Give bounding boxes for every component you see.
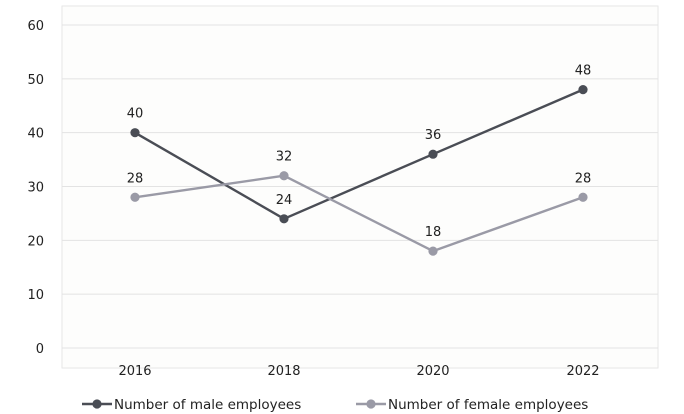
legend-item: Number of female employees [356,397,588,413]
y-tick-label: 40 [27,127,44,142]
data-point [279,171,289,181]
series-line [134,88,584,221]
legend-label: Number of male employees [114,397,301,413]
data-label: 28 [575,171,592,186]
data-label: 32 [276,150,293,165]
data-label: 36 [425,128,442,143]
legend-marker [366,399,376,409]
y-tick-label: 60 [27,19,44,34]
data-point [578,85,588,95]
legend-item: Number of male employees [82,397,301,413]
data-label: 40 [127,107,144,122]
data-label: 18 [425,225,442,240]
data-label: 28 [127,171,144,186]
gridlines [62,24,658,349]
series-female: 28 32 18 28 [127,150,592,256]
x-tick-label: 2022 [566,364,599,379]
series-male: 40 24 36 48 [127,64,592,224]
data-point [428,149,438,159]
y-axis-ticks: 0 10 20 30 40 50 60 [27,19,44,357]
y-tick-label: 50 [27,73,44,88]
data-point [279,214,289,224]
x-tick-label: 2018 [267,364,300,379]
data-point [130,128,140,138]
x-axis-ticks: 2016 2018 2020 2022 [118,364,599,379]
legend-marker [92,399,102,409]
legend-label: Number of female employees [388,397,588,413]
data-label: 48 [575,64,592,79]
y-tick-label: 10 [27,288,44,303]
data-label: 24 [276,193,293,208]
legend: Number of male employees Number of female… [82,397,588,413]
series-group: 40 24 36 48 28 32 18 28 [127,64,592,256]
y-tick-label: 0 [36,342,44,357]
data-point [578,192,588,202]
data-point [428,246,438,256]
data-point [130,192,140,202]
x-tick-label: 2016 [118,364,151,379]
series-line [134,174,584,253]
y-tick-label: 20 [27,234,44,249]
x-tick-label: 2020 [416,364,449,379]
y-tick-label: 30 [27,181,44,196]
